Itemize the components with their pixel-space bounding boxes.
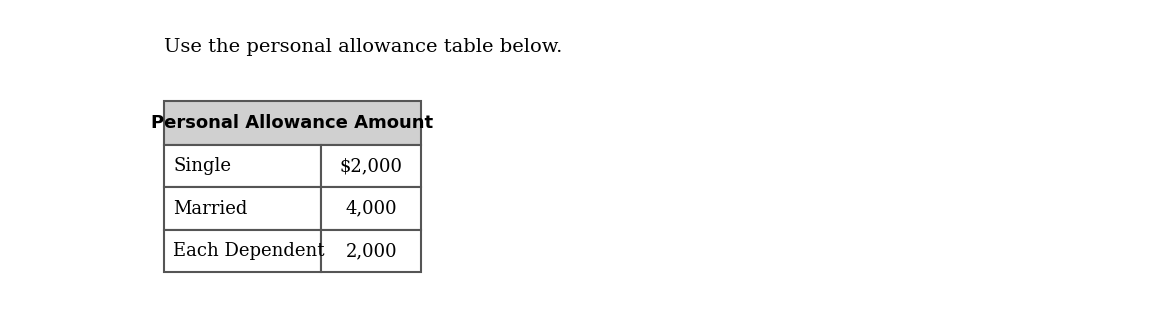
Bar xyxy=(164,145,321,187)
Bar xyxy=(164,230,321,272)
Text: 2,000: 2,000 xyxy=(345,242,397,260)
Bar xyxy=(164,101,421,145)
Text: Single: Single xyxy=(173,157,231,175)
Text: Each Dependent: Each Dependent xyxy=(173,242,325,260)
Bar xyxy=(321,187,421,230)
Bar xyxy=(321,230,421,272)
Text: Personal Allowance Amount: Personal Allowance Amount xyxy=(151,114,434,132)
Bar xyxy=(321,145,421,187)
Text: $2,000: $2,000 xyxy=(340,157,402,175)
Text: Use the personal allowance table below.: Use the personal allowance table below. xyxy=(164,38,562,56)
Bar xyxy=(164,187,321,230)
Text: 4,000: 4,000 xyxy=(345,200,397,218)
Text: Married: Married xyxy=(173,200,248,218)
